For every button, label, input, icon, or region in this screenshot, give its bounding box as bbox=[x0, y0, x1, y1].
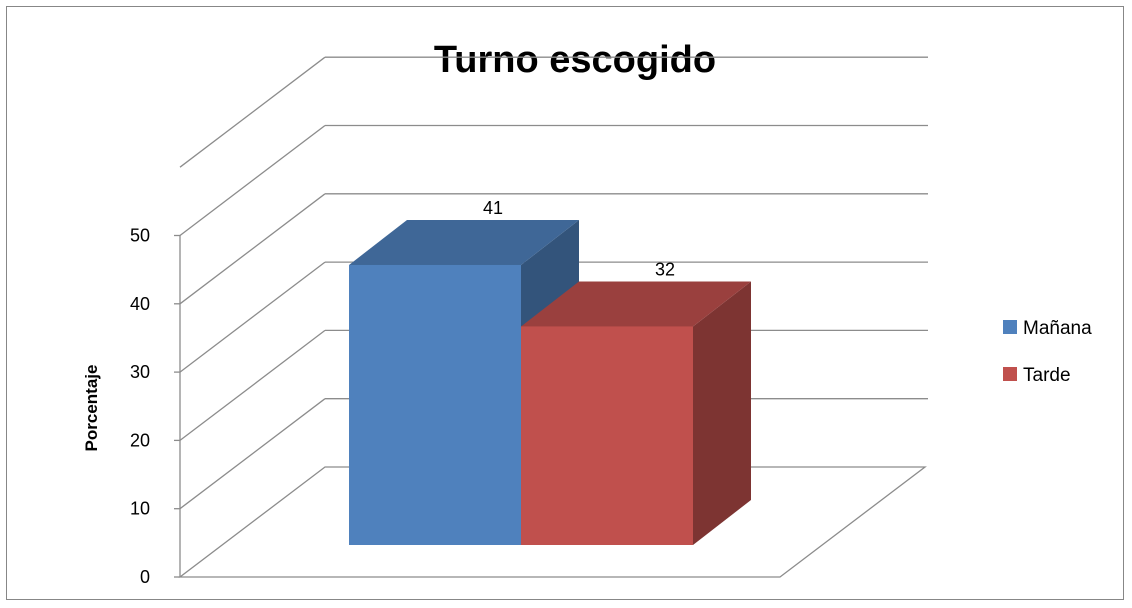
gridline-side bbox=[179, 329, 326, 441]
y-tick-label: 0 bbox=[140, 567, 150, 587]
legend: Mañana Tarde bbox=[1003, 318, 1092, 386]
gridline-side bbox=[179, 261, 326, 373]
bars bbox=[349, 219, 751, 545]
legend-swatch bbox=[1003, 367, 1017, 381]
gridline-side bbox=[179, 124, 326, 237]
y-tick-label: 20 bbox=[130, 430, 150, 450]
y-tick-label: 50 bbox=[130, 226, 150, 246]
chart-title: Turno escogido bbox=[434, 39, 716, 81]
gridline-side bbox=[179, 398, 326, 510]
legend-swatch bbox=[1003, 320, 1017, 334]
y-axis-label: Porcentaje bbox=[82, 365, 101, 452]
bar-top-tarde bbox=[521, 281, 751, 327]
y-tick-label: 30 bbox=[130, 362, 150, 382]
data-label-tarde: 32 bbox=[655, 259, 675, 279]
floor-plane bbox=[178, 466, 927, 578]
gridline-side bbox=[179, 193, 326, 305]
data-label-ma-ana: 41 bbox=[483, 198, 503, 218]
grid bbox=[178, 56, 928, 578]
bar-top-ma-ana bbox=[349, 219, 579, 265]
y-tick-label: 40 bbox=[130, 294, 150, 314]
bar-ma-ana bbox=[349, 264, 521, 545]
gridline-side bbox=[179, 56, 326, 168]
y-axis-ticks: 0 10 20 30 40 50 bbox=[130, 226, 180, 587]
data-labels: 41 32 bbox=[483, 198, 675, 279]
legend-label: Tarde bbox=[1023, 365, 1071, 386]
bar-side-tarde bbox=[693, 281, 751, 545]
bar-tarde bbox=[521, 326, 693, 545]
legend-label: Mañana bbox=[1023, 318, 1092, 339]
y-tick-label: 10 bbox=[130, 499, 150, 519]
